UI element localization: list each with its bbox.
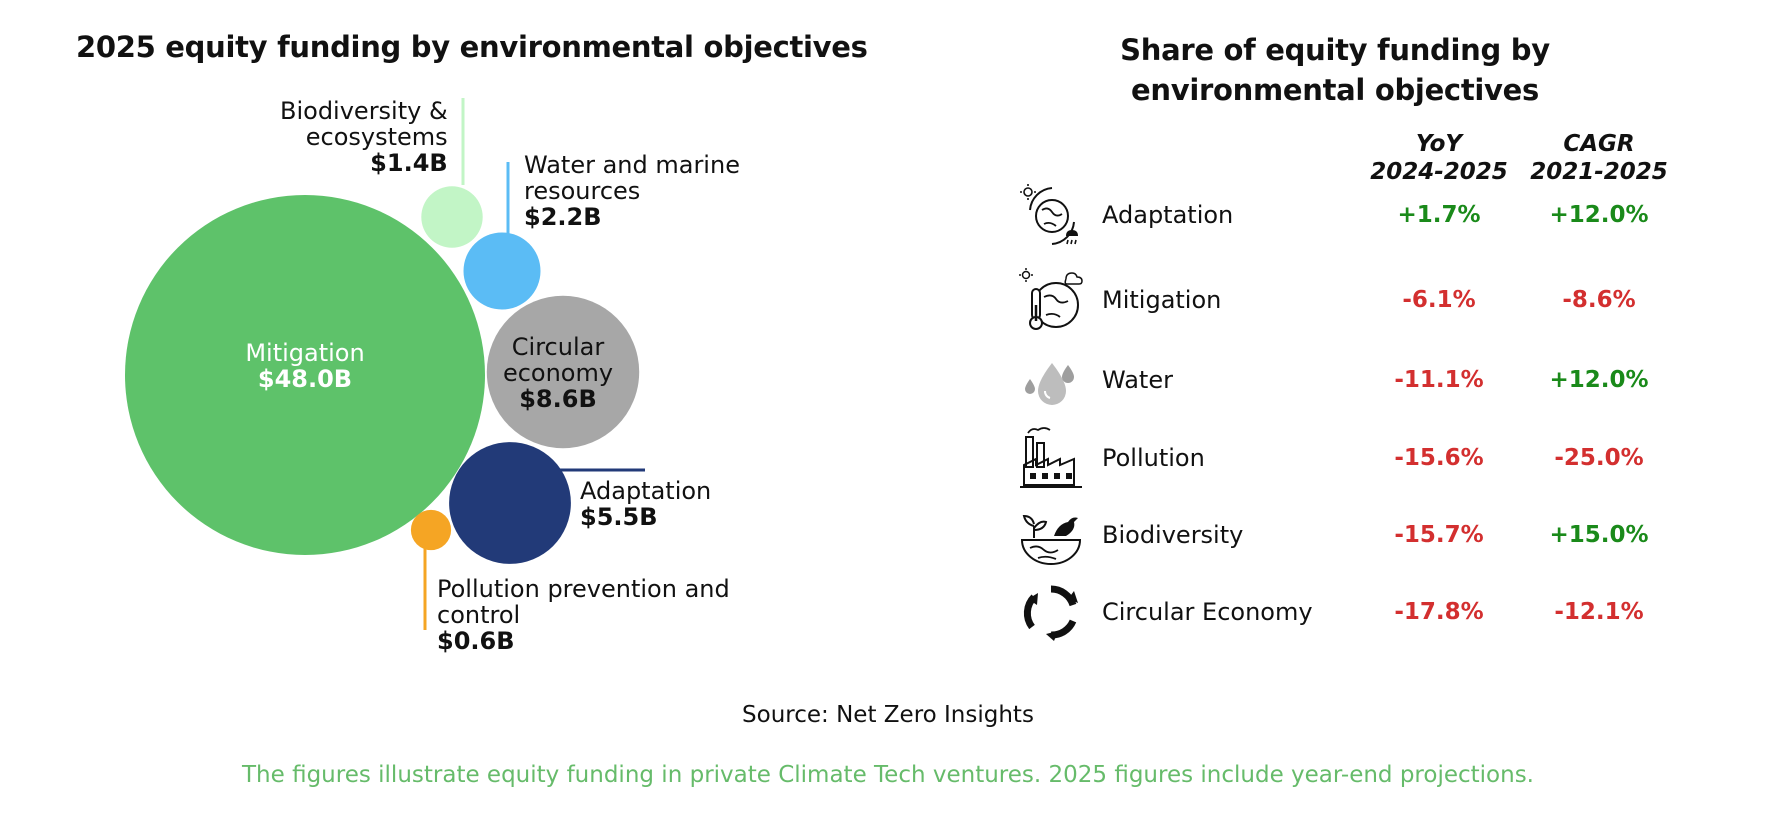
row-label-pollution: Pollution (1102, 444, 1205, 472)
table-row: Adaptation +1.7% +12.0% (1016, 180, 1716, 250)
row-value-yoy: +1.7% (1397, 202, 1481, 228)
row-label-biodiversity: Biodiversity (1102, 521, 1244, 549)
label-biodiversity-value: $1.4B (370, 149, 448, 177)
label-pollution-name-1: Pollution prevention and (437, 575, 730, 603)
label-pollution-name-2: control (437, 601, 521, 629)
label-pollution-value: $0.6B (437, 627, 515, 655)
table-row: Circular Economy -17.8% -12.1% (1016, 577, 1716, 647)
column-header-yoy-line-1: YoY (1415, 131, 1463, 157)
label-adaptation-value: $5.5B (580, 503, 658, 531)
footnote: The figures illustrate equity funding in… (242, 762, 1534, 788)
label-water-value: $2.2B (524, 203, 602, 231)
right-title-line-1: Share of equity funding by (1120, 33, 1550, 67)
row-label-adaptation: Adaptation (1102, 201, 1234, 229)
row-value-yoy: -17.8% (1394, 599, 1484, 625)
table-row: Water -11.1% +12.0% (1016, 345, 1716, 415)
label-mitigation-value: $48.0B (257, 365, 353, 393)
bubble-circular-economy (486, 295, 640, 449)
row-value-cagr: -25.0% (1554, 445, 1644, 471)
label-water-name-2: resources (524, 177, 641, 205)
label-mitigation-name: Mitigation (245, 339, 365, 367)
thermometer-earth-icon (1019, 268, 1083, 330)
water-drops-icon (1025, 363, 1074, 405)
label-biodiversity-name-1: Biodiversity & (280, 97, 448, 125)
label-circular-value: $8.6B (519, 385, 597, 413)
source-note: Source: Net Zero Insights (742, 702, 1034, 728)
bubble-chart (125, 98, 645, 630)
table-row: Biodiversity -15.7% +15.0% (1016, 500, 1716, 570)
table-row: Pollution -15.6% -25.0% (1016, 423, 1716, 493)
column-header-cagr-line-1: CAGR (1563, 131, 1635, 157)
row-value-yoy: -11.1% (1394, 367, 1484, 393)
row-value-yoy: -6.1% (1402, 287, 1476, 313)
table-row: Mitigation -6.1% -8.6% (1016, 265, 1716, 335)
bubble-biodiversity (421, 186, 483, 248)
row-label-mitigation: Mitigation (1102, 286, 1222, 314)
label-adaptation-name: Adaptation (580, 477, 712, 505)
row-value-yoy: -15.7% (1394, 522, 1484, 548)
row-value-cagr: +15.0% (1549, 522, 1649, 548)
row-value-cagr: -8.6% (1562, 287, 1636, 313)
column-header-cagr-line-2: 2021-2025 (1530, 159, 1668, 185)
column-header-cagr: CAGR 2021-2025 (1514, 130, 1684, 186)
label-circular-name-2: economy (502, 359, 614, 387)
label-water: Water and marine resources $2.2B (524, 152, 740, 230)
label-circular-name-1: Circular (511, 333, 605, 361)
column-header-yoy: YoY 2024-2025 (1354, 130, 1524, 186)
bird-earth-icon (1020, 514, 1082, 565)
label-water-name-1: Water and marine (524, 151, 740, 179)
label-circular: Circular economy $8.6B (468, 334, 648, 412)
label-adaptation: Adaptation $5.5B (580, 478, 711, 530)
label-biodiversity: Biodiversity & ecosystems $1.4B (280, 98, 448, 176)
row-label-circular-economy: Circular Economy (1102, 598, 1313, 626)
recycle-icon (1023, 585, 1078, 641)
row-value-cagr: +12.0% (1549, 367, 1649, 393)
right-table-title: Share of equity funding by environmental… (1060, 30, 1610, 110)
earth-weather-icon (1020, 184, 1078, 245)
right-title-line-2: environmental objectives (1131, 73, 1539, 107)
label-pollution: Pollution prevention and control $0.6B (437, 576, 730, 654)
row-label-water: Water (1102, 366, 1173, 394)
column-header-yoy-line-2: 2024-2025 (1370, 159, 1508, 185)
row-value-cagr: +12.0% (1549, 202, 1649, 228)
factory-icon (1020, 427, 1082, 488)
bubble-adaptation (449, 442, 571, 564)
label-mitigation: Mitigation $48.0B (205, 340, 405, 392)
bubble-mitigation (125, 195, 485, 555)
bubble-water (463, 232, 541, 310)
row-value-cagr: -12.1% (1554, 599, 1644, 625)
left-chart-title: 2025 equity funding by environmental obj… (76, 30, 868, 64)
row-value-yoy: -15.6% (1394, 445, 1484, 471)
bubble-pollution (410, 509, 452, 551)
label-biodiversity-name-2: ecosystems (305, 123, 448, 151)
